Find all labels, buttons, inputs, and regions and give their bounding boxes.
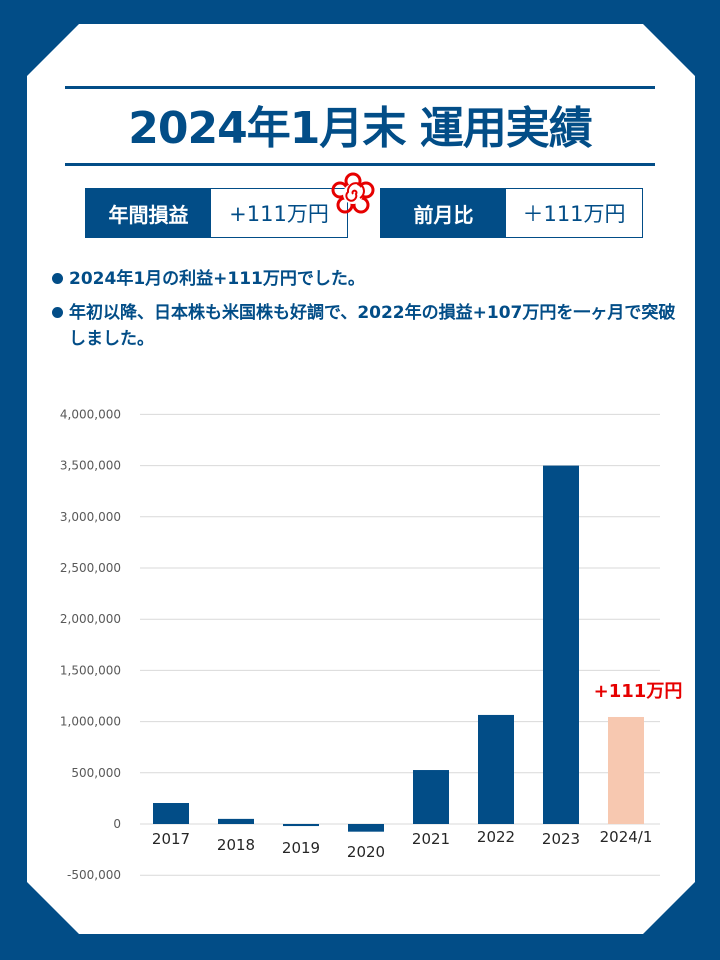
y-tick-label: 500,000 — [71, 766, 121, 780]
x-tick-label: 2021 — [412, 830, 450, 848]
bar-2018 — [218, 818, 254, 824]
bullet-text: 年初以降、日本株も米国株も好調で、2022年の損益+107万円を一ヶ月で突破しま… — [69, 303, 676, 349]
y-tick-label: 3,500,000 — [60, 459, 121, 473]
title-rule-bottom — [65, 163, 655, 166]
mom-label: 前月比 — [381, 189, 506, 237]
card — [27, 24, 695, 934]
bullet-dot — [52, 273, 63, 284]
flower-stamp-icon — [331, 172, 375, 214]
x-tick-label: 2019 — [282, 839, 320, 857]
x-tick-label: 2024/1 — [600, 828, 653, 846]
annual-pl-box: 年間損益 +111万円 — [85, 188, 348, 238]
bullet-dot — [52, 307, 63, 318]
bar-2021 — [413, 770, 449, 824]
bar-2023 — [543, 465, 579, 824]
x-tick-label: 2020 — [347, 843, 385, 861]
y-tick-label: 0 — [113, 817, 121, 831]
y-tick-label: 1,000,000 — [60, 715, 121, 729]
bar-2020 — [348, 824, 384, 832]
bullet-1: 2024年1月の利益+111万円でした。 — [52, 266, 682, 292]
title-rule-top — [65, 86, 655, 89]
y-tick-label: 2,000,000 — [60, 612, 121, 626]
y-tick-label: 1,500,000 — [60, 663, 121, 677]
x-tick-label: 2017 — [152, 830, 190, 848]
mom-value: ＋111万円 — [506, 189, 642, 237]
x-tick-label: 2023 — [542, 830, 580, 848]
annual-pl-value: +111万円 — [211, 189, 347, 237]
page-title: 2024年1月末 運用実績 — [128, 103, 592, 154]
bar-2022 — [478, 714, 514, 824]
bar-2024/1 — [608, 716, 644, 824]
mom-box: 前月比 ＋111万円 — [380, 188, 643, 238]
x-tick-label: 2018 — [217, 836, 255, 854]
bullet-text: 2024年1月の利益+111万円でした。 — [69, 269, 365, 289]
bar-annotation: +111万円 — [594, 681, 683, 702]
y-tick-label: 4,000,000 — [60, 407, 121, 421]
bar-2017 — [153, 803, 189, 824]
x-tick-label: 2022 — [477, 828, 515, 846]
bullet-2: 年初以降、日本株も米国株も好調で、2022年の損益+107万円を一ヶ月で突破しま… — [52, 300, 682, 352]
annual-pl-label: 年間損益 — [86, 189, 211, 237]
y-tick-label: 2,500,000 — [60, 561, 121, 575]
bar-2019 — [283, 824, 319, 827]
y-tick-label: -500,000 — [67, 868, 121, 882]
y-tick-label: 3,000,000 — [60, 510, 121, 524]
